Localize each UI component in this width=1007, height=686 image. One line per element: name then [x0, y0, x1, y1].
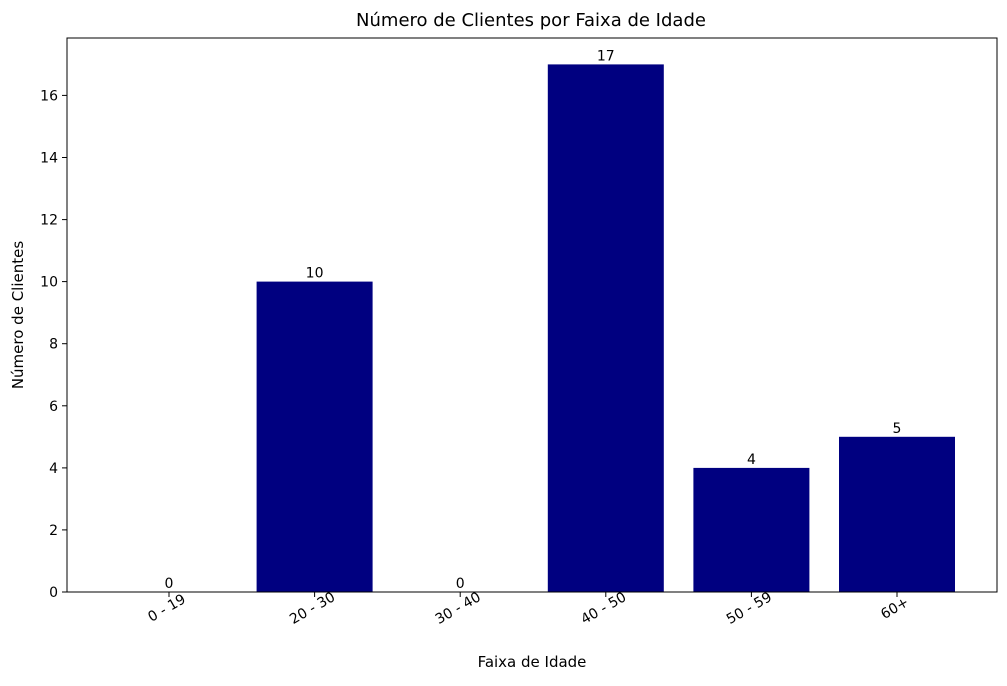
- bars-group: [256, 64, 955, 592]
- x-tick-label-4: 50 - 59: [724, 589, 775, 628]
- y-tick-label-4: 8: [49, 337, 58, 353]
- x-axis-title: Faixa de Idade: [478, 653, 587, 671]
- bar-5: [839, 436, 955, 592]
- y-tick-label-5: 10: [40, 275, 58, 291]
- bar-3: [547, 64, 664, 592]
- data-label-1: 10: [306, 266, 324, 282]
- y-tick-label-2: 4: [49, 461, 58, 477]
- bar-1: [256, 281, 373, 592]
- plot-frame: [66, 37, 998, 593]
- y-tick-label-7: 14: [40, 151, 58, 167]
- data-label-3: 17: [597, 48, 615, 64]
- data-labels-group: 0 10 0 17 4 5: [165, 48, 902, 592]
- y-axis-title: Número de Clientes: [9, 241, 27, 390]
- data-label-5: 5: [893, 421, 902, 437]
- x-tick-label-1: 20 - 30: [287, 589, 338, 628]
- x-tick-label-3: 40 - 50: [578, 589, 629, 628]
- bar-4: [693, 467, 810, 592]
- y-tick-label-6: 12: [40, 213, 58, 229]
- y-tick-label-8: 16: [40, 88, 58, 104]
- data-label-0: 0: [165, 576, 174, 592]
- data-label-4: 4: [747, 452, 756, 468]
- plot-area: 0 10 0 17 4 5 0 2 4 6 8 10 12 14 16 0 - 19 20 - 30 30 -…: [40, 37, 998, 628]
- data-label-2: 0: [456, 576, 465, 592]
- y-tick-label-0: 0: [49, 585, 58, 601]
- chart-title: Número de Clientes por Faixa de Idade: [356, 10, 706, 31]
- y-axis-ticks: 0 2 4 6 8 10 12 14 16: [40, 88, 67, 601]
- x-tick-label-0: 0 - 19: [145, 591, 188, 625]
- y-tick-label-1: 2: [49, 523, 58, 539]
- x-axis-ticks: 0 - 19 20 - 30 30 - 40 40 - 50 50 - 59 60+: [145, 589, 911, 628]
- y-tick-label-3: 6: [49, 399, 58, 415]
- x-tick-label-2: 30 - 40: [433, 589, 484, 628]
- x-tick-label-5: 60+: [878, 594, 912, 623]
